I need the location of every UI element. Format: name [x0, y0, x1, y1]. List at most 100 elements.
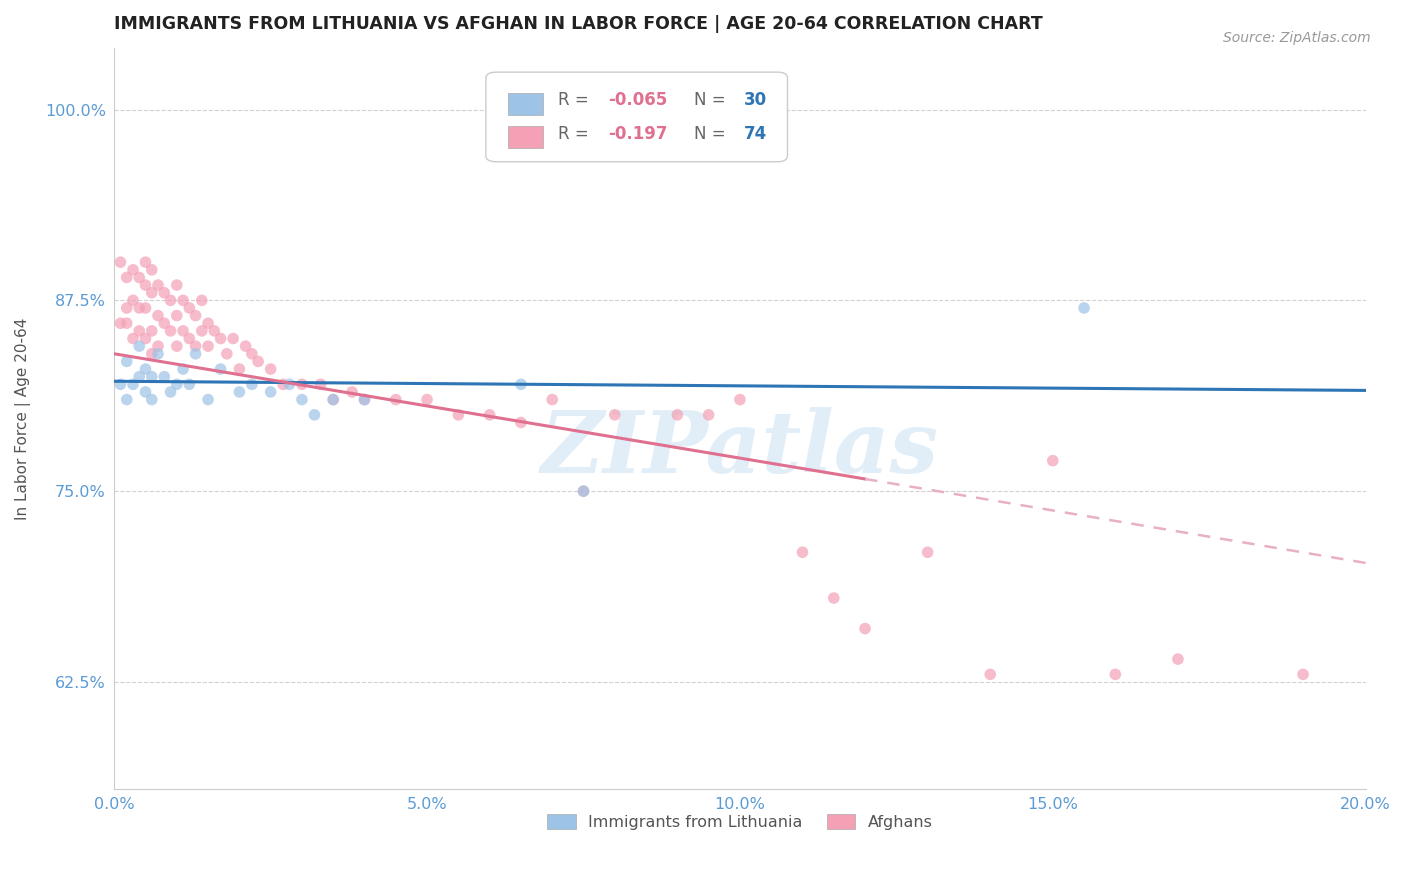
Point: [228, 384, 250, 399]
Text: 30: 30: [744, 91, 766, 110]
Point: [159, 324, 181, 338]
Point: [128, 369, 150, 384]
Point: [191, 324, 214, 338]
Point: [259, 362, 281, 376]
Y-axis label: In Labor Force | Age 20-64: In Labor Force | Age 20-64: [15, 318, 31, 520]
Point: [146, 309, 169, 323]
Text: N =: N =: [693, 125, 731, 143]
Point: [179, 377, 201, 392]
Point: [153, 316, 176, 330]
Point: [1292, 667, 1315, 681]
Point: [172, 362, 194, 376]
Point: [153, 369, 176, 384]
Point: [510, 416, 533, 430]
Point: [134, 384, 156, 399]
Point: [191, 293, 214, 308]
Text: R =: R =: [558, 91, 595, 110]
Text: -0.197: -0.197: [609, 125, 668, 143]
Point: [384, 392, 406, 407]
Point: [115, 354, 138, 368]
Point: [141, 347, 163, 361]
Point: [141, 369, 163, 384]
Text: ZIPatlas: ZIPatlas: [541, 407, 939, 490]
Point: [572, 484, 595, 499]
Point: [202, 324, 225, 338]
Point: [115, 316, 138, 330]
Point: [115, 392, 138, 407]
Point: [603, 408, 626, 422]
Point: [235, 339, 257, 353]
Point: [166, 377, 188, 392]
Point: [141, 262, 163, 277]
Point: [291, 392, 314, 407]
Point: [510, 377, 533, 392]
Point: [728, 392, 751, 407]
Point: [110, 255, 132, 269]
Point: [134, 255, 156, 269]
Text: N =: N =: [693, 91, 731, 110]
Point: [122, 293, 145, 308]
Point: [309, 377, 332, 392]
Point: [115, 301, 138, 315]
Point: [146, 347, 169, 361]
Point: [141, 392, 163, 407]
Point: [110, 316, 132, 330]
Point: [159, 293, 181, 308]
Text: 74: 74: [744, 125, 766, 143]
Text: IMMIGRANTS FROM LITHUANIA VS AFGHAN IN LABOR FORCE | AGE 20-64 CORRELATION CHART: IMMIGRANTS FROM LITHUANIA VS AFGHAN IN L…: [114, 15, 1043, 33]
Point: [541, 392, 564, 407]
Point: [278, 377, 301, 392]
Point: [128, 324, 150, 338]
Point: [340, 384, 363, 399]
Point: [823, 591, 845, 605]
Point: [184, 347, 207, 361]
Point: [134, 362, 156, 376]
Point: [153, 285, 176, 300]
Point: [917, 545, 939, 559]
Point: [197, 316, 219, 330]
Point: [172, 293, 194, 308]
Point: [159, 384, 181, 399]
Text: Source: ZipAtlas.com: Source: ZipAtlas.com: [1223, 31, 1371, 45]
Point: [240, 347, 263, 361]
Point: [572, 484, 595, 499]
Point: [110, 377, 132, 392]
FancyBboxPatch shape: [509, 93, 544, 115]
Point: [184, 339, 207, 353]
Point: [291, 377, 314, 392]
Point: [271, 377, 294, 392]
FancyBboxPatch shape: [509, 126, 544, 148]
Point: [666, 408, 689, 422]
Point: [792, 545, 814, 559]
Point: [979, 667, 1001, 681]
Point: [134, 278, 156, 293]
Point: [1073, 301, 1095, 315]
Point: [122, 377, 145, 392]
Point: [141, 324, 163, 338]
Point: [222, 331, 245, 345]
Point: [259, 384, 281, 399]
Point: [141, 285, 163, 300]
Point: [128, 339, 150, 353]
Point: [209, 331, 232, 345]
Point: [146, 339, 169, 353]
Point: [128, 301, 150, 315]
Point: [128, 270, 150, 285]
Legend: Immigrants from Lithuania, Afghans: Immigrants from Lithuania, Afghans: [540, 808, 939, 837]
Point: [134, 301, 156, 315]
Point: [115, 270, 138, 285]
Text: R =: R =: [558, 125, 600, 143]
Point: [353, 392, 375, 407]
Point: [416, 392, 439, 407]
FancyBboxPatch shape: [486, 72, 787, 161]
Point: [122, 331, 145, 345]
Point: [209, 362, 232, 376]
Point: [134, 331, 156, 345]
Point: [166, 278, 188, 293]
Point: [240, 377, 263, 392]
Point: [697, 408, 720, 422]
Point: [166, 339, 188, 353]
Text: -0.065: -0.065: [609, 91, 668, 110]
Point: [179, 301, 201, 315]
Point: [853, 622, 876, 636]
